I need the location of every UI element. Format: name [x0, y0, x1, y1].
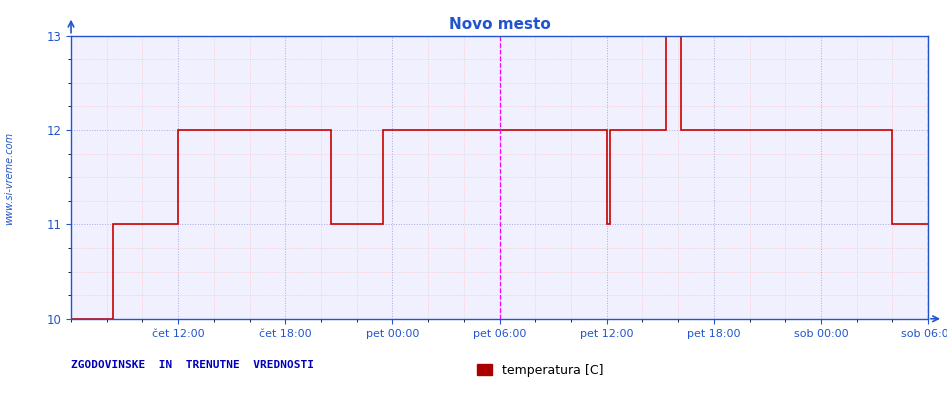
Text: ZGODOVINSKE  IN  TRENUTNE  VREDNOSTI: ZGODOVINSKE IN TRENUTNE VREDNOSTI [71, 360, 314, 370]
Title: Novo mesto: Novo mesto [449, 17, 550, 32]
Legend: temperatura [C]: temperatura [C] [472, 359, 608, 382]
Text: www.si-vreme.com: www.si-vreme.com [5, 131, 14, 225]
